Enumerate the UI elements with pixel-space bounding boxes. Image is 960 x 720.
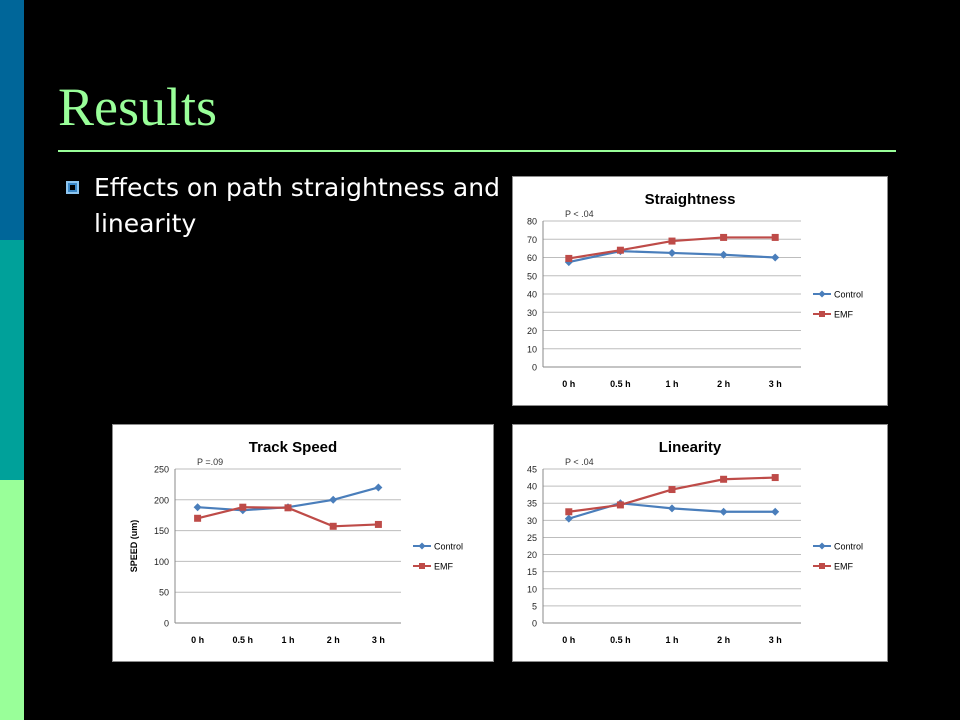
y-tick-label: 40 [527,290,537,300]
y-tick-label: 0 [164,619,169,629]
y-tick-label: 150 [154,526,169,536]
x-tick-label: 1 h [665,379,678,389]
data-point-control [374,483,383,492]
y-tick-label: 10 [527,344,537,354]
data-point-emf [771,474,779,482]
x-tick-label: 2 h [717,635,730,645]
chart-title: Linearity [659,439,722,456]
data-point-control [329,495,338,504]
square-bullet-icon [66,181,79,194]
x-tick-label: 2 h [717,379,730,389]
y-tick-label: 0 [532,619,537,629]
data-point-control [719,507,728,516]
data-point-emf [668,486,676,494]
data-point-control [771,507,780,516]
data-point-emf [565,254,573,262]
y-tick-label: 45 [527,465,537,475]
legend-label-control: Control [834,542,863,552]
legend-label-emf: EMF [834,310,854,320]
data-point-emf [239,503,247,511]
x-tick-label: 0.5 h [610,635,631,645]
y-tick-label: 100 [154,557,169,567]
chart-svg: Track Speed P =.09 SPEED (um) 0 50 100 150 200 2… [129,439,463,645]
x-tick-label: 1 h [281,635,294,645]
chart-annotation: P =.09 [197,457,223,467]
y-tick-label: 10 [527,584,537,594]
legend-label-control: Control [434,542,463,552]
data-point-emf [720,475,728,483]
accent-stripe-bottom [0,480,24,720]
y-tick-label: 70 [527,235,537,245]
x-tick-label: 3 h [769,379,782,389]
data-point-control [564,514,573,523]
data-point-emf [616,501,624,509]
y-tick-label: 80 [527,217,537,227]
y-tick-label: 30 [527,516,537,526]
x-tick-label: 0 h [191,635,204,645]
chart-svg: Linearity P < .04 0 5 10 15 20 25 30 35 40 45 0 h 0.5… [527,439,863,645]
legend-marker-control [818,290,826,298]
y-axis-label: SPEED (um) [129,520,139,573]
data-point-emf [720,233,728,241]
legend-marker-control [818,542,826,550]
legend-marker-emf [419,563,425,569]
y-tick-label: 50 [527,271,537,281]
data-point-emf [194,514,202,522]
y-tick-label: 35 [527,499,537,509]
data-point-control [771,253,780,262]
x-tick-label: 0 h [562,635,575,645]
y-tick-label: 20 [527,326,537,336]
x-tick-label: 1 h [665,635,678,645]
x-tick-label: 3 h [769,635,782,645]
data-point-emf [565,508,573,516]
chart-title: Track Speed [249,439,337,456]
data-point-control [668,248,676,257]
accent-stripe-middle [0,240,24,480]
bullet-text: Effects on path straightness and lineari… [94,173,500,238]
legend-label-emf: EMF [434,562,454,572]
slide-title: Results [58,77,218,137]
accent-stripe-top [0,0,24,240]
data-point-control [668,504,676,513]
data-point-emf [668,237,676,245]
data-point-control [719,250,728,259]
x-tick-label: 2 h [327,635,340,645]
data-point-emf [616,246,624,254]
x-tick-label: 0 h [562,379,575,389]
title-divider [58,150,896,152]
y-tick-label: 200 [154,495,169,505]
data-point-emf [374,520,382,528]
y-tick-label: 25 [527,533,537,543]
y-tick-label: 20 [527,550,537,560]
legend-marker-emf [819,311,825,317]
y-tick-label: 60 [527,253,537,263]
data-point-emf [329,522,337,530]
y-tick-label: 30 [527,308,537,318]
data-point-emf [771,233,779,241]
data-point-emf [284,504,292,512]
chart-svg: Straightness P < .04 0 10 20 30 40 50 60 70 80 0 h 0… [527,191,863,389]
legend-marker-emf [819,563,825,569]
track-speed-chart: Track Speed P =.09 SPEED (um) 0 50 100 150 200 2… [112,424,494,662]
y-tick-label: 40 [527,482,537,492]
y-tick-label: 0 [532,363,537,373]
y-tick-label: 250 [154,465,169,475]
linearity-chart: Linearity P < .04 0 5 10 15 20 25 30 35 40 45 0 h 0.5… [512,424,888,662]
legend-label-emf: EMF [834,562,854,572]
chart-annotation: P < .04 [565,457,594,467]
y-tick-label: 5 [532,601,537,611]
x-tick-label: 0.5 h [610,379,631,389]
legend-label-control: Control [834,290,863,300]
data-point-control [193,503,202,512]
legend-marker-control [418,542,426,550]
x-tick-label: 3 h [372,635,385,645]
x-tick-label: 0.5 h [233,635,254,645]
y-tick-label: 50 [159,588,169,598]
straightness-chart: Straightness P < .04 0 10 20 30 40 50 60 70 80 0 h 0… [512,176,888,406]
y-tick-label: 15 [527,567,537,577]
chart-annotation: P < .04 [565,209,594,219]
chart-title: Straightness [645,191,736,208]
